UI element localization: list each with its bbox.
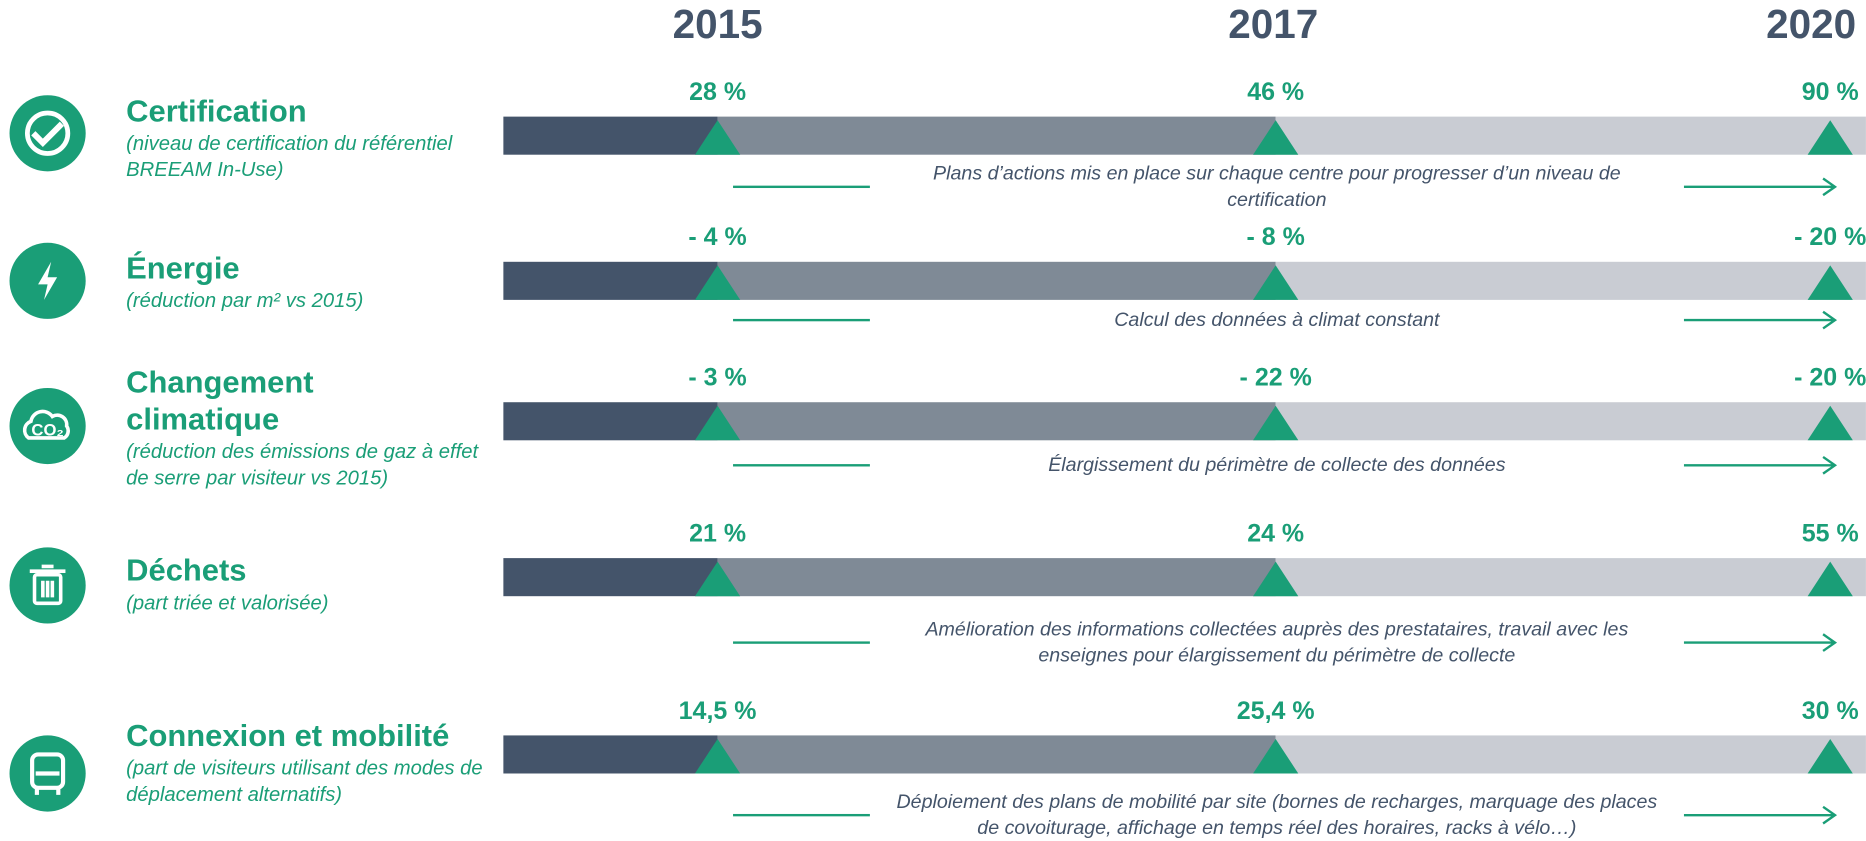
marker — [1807, 265, 1853, 300]
row-title: Déchets — [126, 552, 247, 588]
line — [733, 318, 870, 322]
bar-segment — [1275, 402, 1866, 441]
value-label: 55 % — [1801, 520, 1859, 548]
marker — [1253, 405, 1299, 441]
arrow — [1683, 805, 1838, 825]
year-label: 2015 — [672, 2, 763, 48]
row-title: Énergie — [126, 249, 240, 286]
bar-segment — [1275, 558, 1866, 597]
bar-segment — [717, 558, 1276, 597]
value-label: 46 % — [1247, 78, 1305, 106]
marker — [1253, 120, 1299, 155]
value-label: - 8 % — [1246, 223, 1305, 252]
value-label: - 20 % — [1794, 223, 1866, 252]
value-label: 14,5 % — [678, 697, 757, 725]
bar-segment — [503, 261, 718, 300]
bar-segment — [717, 261, 1276, 300]
value-label: 24 % — [1247, 520, 1305, 548]
note-text: Élargissement du périmètre de collecte d… — [1048, 454, 1506, 477]
marker — [694, 738, 741, 774]
row-title: Certification — [126, 92, 307, 129]
row-note: Déploiement des plans de mobilité par si… — [733, 789, 1839, 841]
icon — [9, 95, 86, 172]
value-label: 30 % — [1801, 697, 1859, 725]
marker — [694, 120, 741, 155]
row-note: Plans d’actions mis en place sur chaque … — [733, 161, 1839, 213]
value-label: 25,4 % — [1236, 697, 1315, 725]
icon: CO₂ — [9, 387, 86, 465]
bar-segment — [717, 116, 1276, 155]
arrow — [1683, 633, 1838, 652]
marker — [694, 405, 741, 441]
value-label: 21 % — [689, 520, 747, 548]
row-note: Calcul des données à climat constant — [733, 307, 1839, 333]
bar-segment — [1275, 116, 1866, 155]
note-text: Déploiement des plans de mobilité par si… — [896, 791, 1658, 839]
bar-segment — [717, 402, 1276, 441]
row-subtitle: (part triée et valorisée) — [126, 591, 329, 615]
row-subtitle: (niveau de certification du référentiel … — [126, 132, 453, 181]
marker — [1807, 561, 1853, 597]
value-label: 28 % — [689, 78, 747, 106]
row-title: Connexion et mobilité — [126, 717, 450, 754]
bar-segment — [503, 735, 718, 774]
marker — [1807, 405, 1853, 441]
arrow — [1683, 455, 1838, 475]
note-text: Calcul des données à climat constant — [1114, 309, 1440, 331]
icon-label: CO₂ — [31, 421, 63, 440]
year-label: 2017 — [1228, 2, 1319, 48]
arrow — [1683, 310, 1838, 330]
line — [733, 464, 870, 467]
note-text: Amélioration des informations collectées… — [925, 618, 1629, 667]
marker — [694, 265, 741, 300]
marker — [1253, 561, 1299, 597]
bar-segment — [503, 558, 718, 597]
bar-segment — [717, 735, 1276, 774]
marker — [694, 561, 741, 597]
icon — [9, 735, 86, 812]
row-subtitle: (réduction des émissions de gaz à effet … — [126, 440, 479, 490]
arrow — [1683, 177, 1838, 197]
row-note: Élargissement du périmètre de collecte d… — [733, 452, 1839, 478]
line — [733, 185, 870, 189]
year-label: 2020 — [1766, 2, 1857, 48]
marker — [1253, 738, 1299, 774]
bar-segment — [503, 402, 718, 441]
value-label: - 20 % — [1794, 364, 1866, 392]
marker — [1253, 265, 1299, 300]
value-label: - 22 % — [1239, 364, 1312, 392]
bar-segment — [1275, 261, 1866, 300]
marker — [1807, 738, 1853, 774]
note-text: Plans d’actions mis en place sur chaque … — [933, 163, 1621, 211]
row-note: Amélioration des informations collectées… — [733, 616, 1839, 668]
value-label: - 3 % — [688, 364, 747, 392]
value-label: - 4 % — [688, 223, 747, 252]
icon — [9, 547, 86, 624]
bar-segment — [1275, 735, 1866, 774]
bar-segment — [503, 116, 718, 155]
row-subtitle: (réduction par m² vs 2015) — [126, 289, 364, 312]
row-title: Changement climatique — [126, 364, 314, 437]
icon — [9, 242, 86, 319]
line — [733, 641, 870, 644]
line — [733, 813, 870, 817]
value-label: 90 % — [1801, 78, 1859, 106]
row-subtitle: (part de visiteurs utilisant des modes d… — [126, 756, 483, 806]
marker — [1807, 120, 1853, 155]
